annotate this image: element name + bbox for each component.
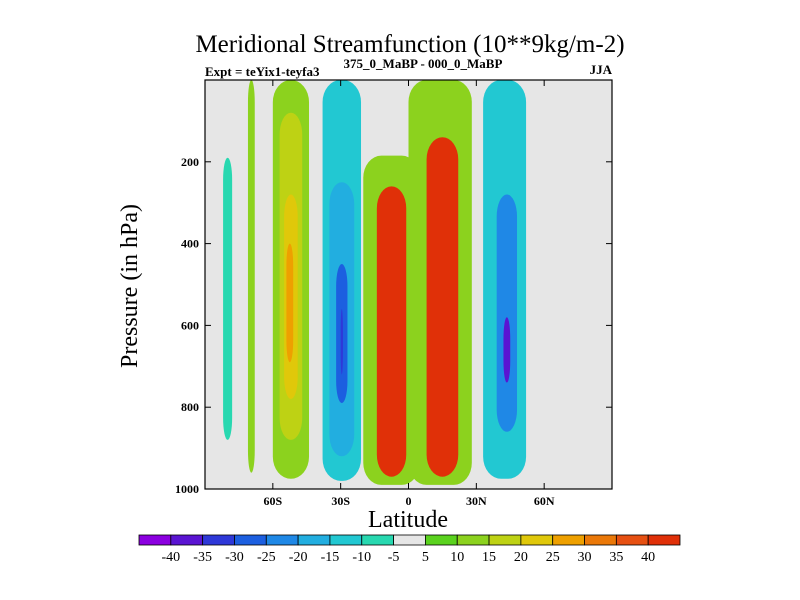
chart-subtitle-right: JJA — [590, 62, 613, 77]
x-axis-label: Latitude — [368, 507, 448, 533]
x-tick-label: 0 — [406, 494, 412, 508]
colorbar-label: -30 — [225, 550, 244, 565]
contour-region-sh-cool-core — [340, 309, 343, 375]
colorbar-label: 10 — [450, 550, 464, 565]
colorbar-swatch — [488, 534, 522, 546]
colorbar-label: 40 — [641, 550, 655, 565]
colorbar-swatch — [425, 534, 458, 546]
colorbar-swatch — [393, 534, 426, 546]
colorbar-swatch — [297, 534, 331, 546]
colorbar: -40 -35 -30 -25 -20 -15 -10 -5 5 10 15 20 25 30 35 40 — [138, 534, 681, 565]
contour-region-nh-cool-inner — [496, 194, 518, 432]
x-tick-label: 60S — [263, 494, 282, 508]
y-tick-label: 800 — [181, 400, 199, 414]
colorbar-swatch — [265, 534, 299, 546]
y-axis: 200 400 600 800 1000 — [175, 155, 612, 496]
colorbar-label: 30 — [578, 550, 592, 565]
y-tick-label: 200 — [181, 155, 199, 169]
contour-region-sh-subtropic-warm-core — [286, 243, 294, 363]
colorbar-label: -25 — [257, 550, 276, 565]
y-axis-label: Pressure (in hPa) — [117, 204, 143, 368]
x-tick-label: 30S — [331, 494, 350, 508]
chart-title: Meridional Streamfunction (10**9kg/m-2) — [195, 31, 624, 58]
colorbar-swatch — [170, 534, 204, 546]
y-tick-label: 1000 — [175, 482, 199, 496]
colorbar-label: 5 — [422, 550, 429, 565]
colorbar-label: -15 — [321, 550, 340, 565]
x-tick-label: 30N — [466, 494, 487, 508]
contour-region-hadley-north-core — [426, 137, 459, 477]
colorbar-swatch — [520, 534, 554, 546]
colorbar-swatch — [584, 534, 617, 546]
colorbar-swatch — [361, 534, 394, 546]
colorbar-swatch — [552, 534, 585, 546]
colorbar-label: 15 — [482, 550, 496, 565]
contour-region-sh-green-band — [247, 80, 255, 473]
colorbar-label: 35 — [609, 550, 623, 565]
colorbar-swatch — [202, 534, 235, 546]
colorbar-label: -10 — [352, 550, 371, 565]
chart-subtitle-center: 375_0_MaBP - 000_0_MaBP — [344, 56, 503, 71]
colorbar-label: -35 — [193, 550, 212, 565]
colorbar-swatch — [234, 534, 267, 546]
colorbar-swatch — [615, 534, 649, 546]
colorbar-swatch — [647, 534, 681, 546]
chart-subtitle-left: Expt = teYix1-teyfa3 — [205, 64, 320, 79]
colorbar-label: -5 — [388, 550, 400, 565]
contour-region-hadley-south-core — [376, 186, 407, 477]
colorbar-label: -20 — [289, 550, 308, 565]
contour-region-sh-polar-cyan-band — [223, 157, 233, 440]
contour-region-nh-cool-core — [503, 317, 511, 383]
colorbar-label: 25 — [546, 550, 560, 565]
colorbar-label: -40 — [161, 550, 180, 565]
colorbar-swatch — [456, 534, 490, 546]
y-tick-label: 400 — [181, 237, 199, 251]
colorbar-label: 20 — [514, 550, 528, 565]
colorbar-swatch — [329, 534, 363, 546]
x-axis: 60S 30S 0 30N 60N — [263, 80, 555, 508]
y-tick-label: 600 — [181, 318, 199, 332]
contour-layer — [223, 80, 527, 485]
colorbar-swatch — [138, 534, 172, 546]
x-tick-label: 60N — [534, 494, 555, 508]
